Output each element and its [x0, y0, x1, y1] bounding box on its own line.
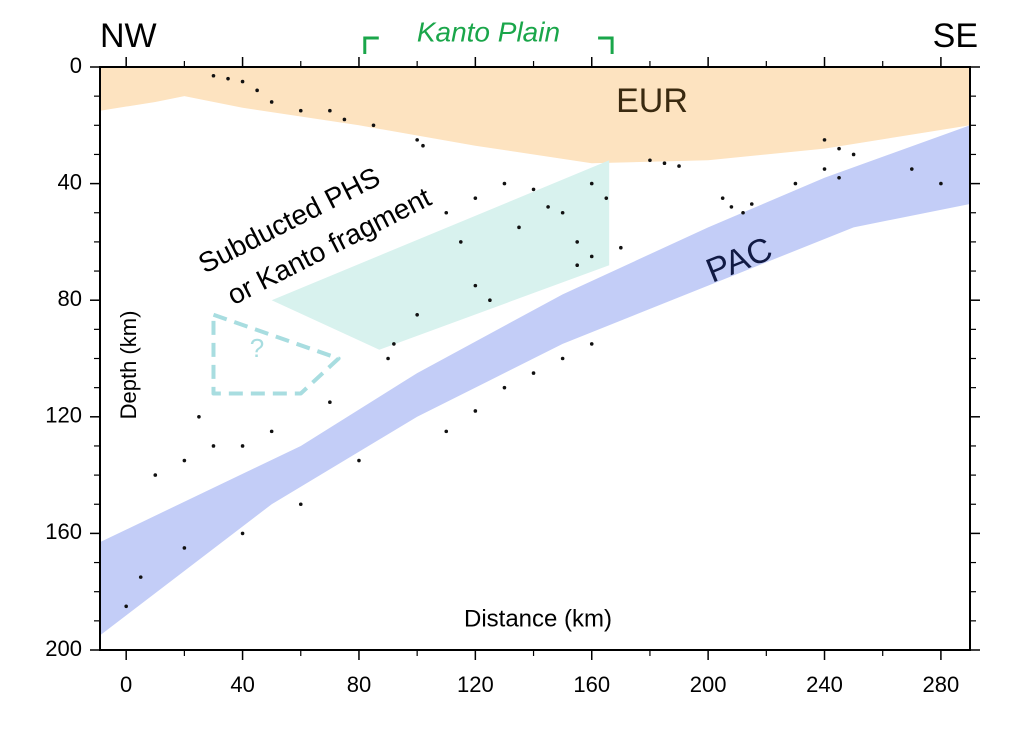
- earthquake: [729, 205, 734, 209]
- x-tick-label: 200: [690, 672, 727, 697]
- earthquake: [386, 356, 390, 361]
- y-tick-label: 120: [45, 403, 82, 428]
- earthquake: [415, 312, 419, 317]
- earthquake: [720, 196, 725, 200]
- earthquake: [421, 143, 425, 148]
- earthquake: [502, 181, 507, 186]
- earthquake: [546, 205, 550, 209]
- earthquake: [124, 604, 128, 609]
- y-tick-label: 160: [45, 519, 82, 544]
- earthquake: [240, 79, 245, 84]
- earthquake: [226, 76, 230, 81]
- region: [100, 125, 970, 636]
- earthquake: [488, 298, 492, 303]
- earthquake: [589, 181, 594, 186]
- earthquake: [138, 575, 143, 579]
- y-tick-label: 0: [70, 53, 82, 78]
- earthquake: [473, 196, 478, 200]
- earthquake: [741, 210, 745, 215]
- earthquake: [502, 385, 507, 390]
- earthquake: [473, 409, 478, 413]
- plot-area: [100, 67, 970, 636]
- y-tick-label: 200: [45, 636, 82, 661]
- earthquake: [328, 400, 332, 405]
- earthquake: [357, 458, 361, 463]
- earthquake: [662, 161, 667, 165]
- earthquake: [255, 88, 259, 93]
- earthquake: [589, 254, 594, 259]
- y-tick-label: 80: [58, 286, 82, 311]
- earthquake: [197, 415, 201, 419]
- x-tick-label: 120: [457, 672, 494, 697]
- earthquake: [822, 138, 827, 142]
- earthquake: [459, 240, 463, 244]
- earthquake: [269, 429, 274, 434]
- y-tick-label: 40: [58, 169, 82, 194]
- earthquake: [240, 531, 245, 536]
- x-tick-label: 240: [806, 672, 843, 697]
- earthquake: [619, 245, 623, 250]
- region: [271, 160, 610, 350]
- earthquake: [298, 502, 303, 507]
- question-region: [211, 312, 341, 396]
- earthquake: [444, 210, 449, 215]
- x-tick-label: 40: [230, 672, 254, 697]
- earthquake: [371, 123, 376, 128]
- earthquake: [328, 108, 332, 113]
- question-label: ?: [250, 333, 264, 363]
- region-label: Kanto Plain: [417, 16, 560, 47]
- y-axis-label: Depth (km): [116, 311, 141, 420]
- earthquake: [822, 167, 827, 171]
- earthquake: [269, 100, 274, 104]
- earthquake: [444, 429, 449, 434]
- earthquake: [589, 342, 594, 346]
- x-tick-label: 80: [347, 672, 371, 697]
- earthquake: [560, 210, 565, 215]
- earthquake: [473, 283, 478, 288]
- earthquake: [560, 356, 565, 361]
- right-label: SE: [933, 17, 978, 55]
- x-tick-label: 0: [120, 672, 132, 697]
- earthquake: [648, 158, 652, 163]
- earthquake: [531, 187, 536, 192]
- earthquake: [575, 263, 579, 268]
- earthquake: [749, 202, 754, 206]
- earthquake: [342, 117, 347, 122]
- earthquake: [939, 181, 943, 186]
- earthquake: [182, 458, 187, 463]
- earthquake: [575, 240, 579, 244]
- earthquake: [211, 73, 216, 78]
- earthquake: [392, 342, 396, 346]
- earthquake: [240, 444, 245, 448]
- earthquake: [677, 164, 681, 168]
- earthquake: [182, 546, 187, 550]
- earthquake: [211, 444, 216, 448]
- earthquake: [851, 152, 856, 157]
- eur-label: EUR: [616, 82, 688, 120]
- region: [100, 67, 970, 164]
- earthquake: [604, 196, 609, 200]
- earthquake: [531, 371, 536, 375]
- earthquake: [517, 225, 521, 230]
- earthquake: [837, 146, 841, 151]
- earthquake: [910, 167, 914, 171]
- earthquake: [415, 138, 419, 142]
- earthquake: [298, 108, 303, 113]
- x-axis-label: Distance (km): [464, 605, 612, 632]
- x-tick-label: 280: [923, 672, 960, 697]
- earthquake: [793, 181, 798, 186]
- left-label: NW: [100, 17, 157, 55]
- earthquake: [837, 175, 841, 180]
- region-bracket: [363, 36, 614, 54]
- x-tick-label: 160: [573, 672, 610, 697]
- earthquake: [153, 473, 158, 477]
